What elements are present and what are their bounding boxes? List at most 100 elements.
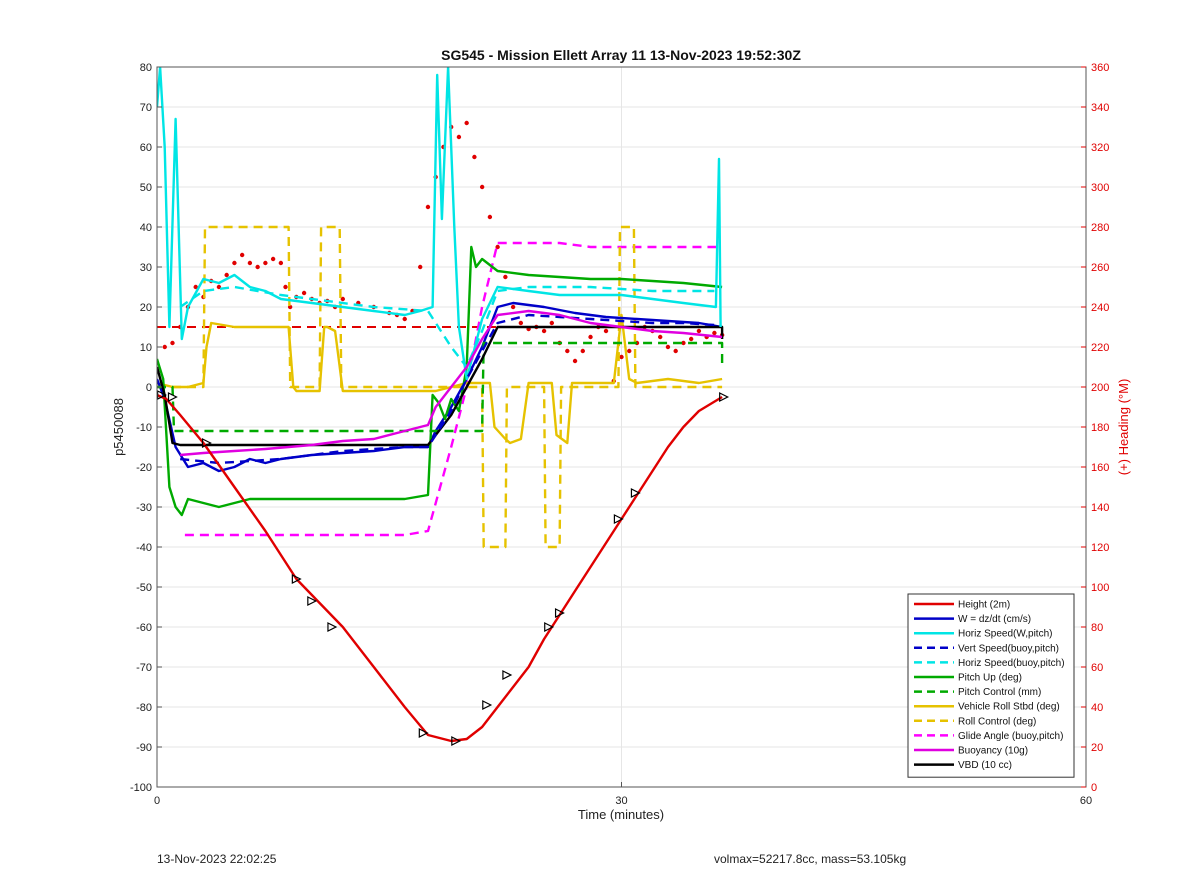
heading-point (270, 256, 276, 262)
footer-params: volmax=52217.8cc, mass=53.105kg (714, 852, 907, 866)
heading-point (518, 320, 524, 326)
heading-point (301, 290, 307, 296)
y2-tick-label: 40 (1091, 702, 1103, 714)
heading-point (232, 260, 237, 266)
y2-tick-label: 300 (1091, 182, 1109, 194)
y2-tick-label: 260 (1091, 262, 1109, 274)
heading-point (472, 154, 477, 160)
y2-tick-label: 360 (1091, 62, 1109, 74)
heading-point (565, 348, 570, 354)
heading-point (580, 348, 585, 354)
legend-entry: Glide Angle (buoy,pitch) (958, 731, 1063, 742)
heading-point (170, 340, 175, 346)
y-tick-label: 30 (140, 262, 152, 274)
y2-tick-label: 340 (1091, 102, 1109, 114)
y2-tick-label: 180 (1091, 422, 1109, 434)
legend-entry: Pitch Up (deg) (958, 673, 1022, 684)
y-tick-label: -30 (136, 502, 152, 514)
height-marker (291, 574, 302, 584)
y-tick-label: -20 (136, 462, 152, 474)
heading-point (588, 334, 593, 340)
series-line (180, 313, 715, 465)
series-line (157, 341, 724, 433)
series-line (157, 245, 723, 517)
heading-point (464, 120, 469, 126)
height-marker (201, 438, 212, 448)
x-tick-label: 0 (154, 795, 160, 807)
height-marker (482, 700, 493, 710)
y2-tick-label: 120 (1091, 542, 1109, 554)
series-line (157, 67, 722, 381)
heading-point (247, 260, 253, 266)
heading-point (688, 336, 694, 342)
heading-point (263, 260, 268, 266)
y-tick-label: -10 (136, 422, 152, 434)
y-tick-label: -40 (136, 542, 152, 554)
heading-point (456, 134, 462, 140)
series-line (157, 313, 723, 445)
y-tick-label: -60 (136, 622, 152, 634)
heading-point (495, 244, 500, 250)
y-tick-label: -70 (136, 662, 152, 674)
heading-point (239, 252, 245, 258)
heading-point (340, 296, 345, 302)
height-marker (157, 390, 167, 400)
legend-entry: VBD (10 cc) (958, 760, 1012, 771)
y2-tick-label: 240 (1091, 302, 1109, 314)
series-layer (157, 67, 730, 746)
y2-tick-label: 100 (1091, 582, 1109, 594)
height-marker (719, 392, 730, 402)
height-marker (544, 622, 555, 632)
height-marker (613, 514, 624, 524)
height-marker (554, 608, 565, 618)
y-tick-label: -80 (136, 702, 152, 714)
footer-timestamp: 13-Nov-2023 22:02:25 (157, 852, 277, 866)
y2-tick-label: 60 (1091, 662, 1103, 674)
y-tick-label: -100 (130, 782, 152, 794)
y-tick-label: 0 (146, 382, 152, 394)
heading-point (619, 354, 624, 360)
heading-point (278, 260, 284, 266)
heading-point (603, 328, 609, 334)
height-marker (327, 622, 338, 632)
heading-point (712, 330, 717, 336)
y2-tick-label: 280 (1091, 222, 1109, 234)
legend-entry: Height (2m) (958, 600, 1010, 611)
y2-tick-label: 0 (1091, 782, 1097, 794)
x-tick-label: 30 (615, 795, 627, 807)
y-axis-label: p5450088 (111, 398, 126, 456)
series-line (184, 241, 723, 537)
legend-entry: Pitch Control (mm) (958, 687, 1041, 698)
y-tick-label: 40 (140, 222, 152, 234)
y-tick-label: 60 (140, 142, 152, 154)
height-marker (451, 736, 462, 746)
y2-tick-label: 160 (1091, 462, 1109, 474)
series-line (179, 285, 715, 369)
y-tick-label: -50 (136, 582, 152, 594)
y-tick-label: 50 (140, 182, 152, 194)
height-marker (167, 392, 178, 402)
y-tick-label: 80 (140, 62, 152, 74)
legend-entry: Buoyancy (10g) (958, 746, 1028, 757)
height-marker (630, 488, 641, 498)
heading-point (418, 264, 423, 270)
y2-tick-label: 220 (1091, 342, 1109, 354)
legend-entry: Horiz Speed(buoy,pitch) (958, 658, 1065, 669)
heading-point (255, 264, 260, 270)
y2-axis-label: (+) Heading (°M) (1116, 379, 1131, 476)
series-line (157, 225, 723, 549)
legend-entry: W = dz/dt (cm/s) (958, 614, 1031, 625)
y2-tick-label: 140 (1091, 502, 1109, 514)
legend: Height (2m) W = dz/dt (cm/s) Horiz Speed(W… (907, 593, 1075, 778)
series-line (157, 325, 724, 447)
y2-tick-label: 200 (1091, 382, 1109, 394)
y2-tick-label: 320 (1091, 142, 1109, 154)
y-tick-label: 70 (140, 102, 152, 114)
heading-point (425, 204, 431, 210)
series-line (157, 301, 723, 473)
heading-point (673, 348, 678, 354)
height-marker (418, 728, 429, 738)
heading-point (402, 316, 407, 322)
heading-point (665, 344, 671, 350)
